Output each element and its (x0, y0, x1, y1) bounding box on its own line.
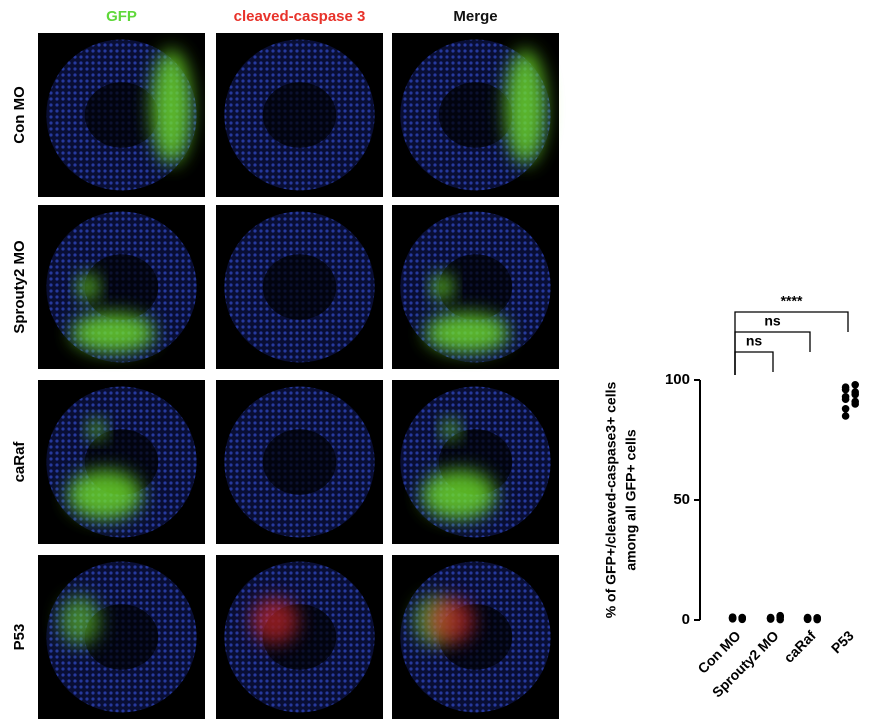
gfp-signal (59, 596, 100, 646)
x-tick-label: caRaf (780, 627, 819, 666)
gfp-signal (505, 49, 546, 165)
row-label: Sprouty2 MO (11, 240, 28, 334)
micrograph (392, 380, 559, 544)
gfp-signal (422, 470, 496, 520)
micrograph (392, 33, 559, 197)
gfp-signal (68, 470, 142, 520)
lumen (262, 254, 337, 320)
data-point (841, 405, 850, 413)
micrograph (216, 205, 383, 369)
data-point (803, 615, 812, 623)
gfp-signal (78, 273, 99, 301)
data-point (841, 412, 850, 420)
gfp-signal (88, 419, 105, 440)
micrograph (216, 555, 383, 719)
y-axis-label: among all GFP+ cells (623, 429, 639, 570)
data-point (841, 385, 850, 394)
lumen (262, 429, 337, 495)
data-point (851, 400, 859, 408)
significance-bracket (734, 311, 849, 375)
data-point (766, 614, 775, 623)
lumen (438, 82, 513, 148)
micrograph (216, 33, 383, 197)
micrograph (38, 380, 205, 544)
y-tick-label: 100 (665, 371, 690, 388)
data-point (851, 381, 859, 389)
column-header: GFP (106, 8, 137, 25)
data-point (738, 614, 746, 622)
micrograph (216, 380, 383, 544)
lumen (84, 604, 159, 670)
gfp-signal (151, 49, 192, 165)
gfp-signal (71, 313, 155, 353)
row-label: caRaf (11, 441, 28, 483)
micrograph (38, 205, 205, 369)
caspase-signal (251, 597, 298, 644)
micrograph (38, 33, 205, 197)
data-point (813, 614, 821, 622)
gfp-signal (432, 273, 453, 301)
lumen (84, 254, 159, 320)
data-point (728, 614, 737, 623)
micrograph (38, 555, 205, 719)
row-label: Con MO (11, 86, 28, 144)
significance-label: ns (746, 333, 763, 349)
significance-label: ns (764, 313, 781, 329)
lumen (84, 82, 159, 148)
lumen (438, 254, 513, 320)
row-label: P53 (11, 624, 28, 651)
data-point (851, 390, 859, 399)
y-tick-label: 0 (682, 611, 690, 628)
y-tick-label: 50 (673, 491, 690, 508)
micrograph (392, 555, 559, 719)
data-point (776, 611, 784, 620)
x-tick-label: Sprouty2 MO (709, 627, 782, 700)
lumen (262, 82, 337, 148)
column-header: cleaved-caspase 3 (234, 8, 366, 25)
significance-label: **** (781, 293, 803, 309)
gfp-signal (442, 419, 459, 440)
micrograph (392, 205, 559, 369)
column-header: Merge (453, 8, 497, 25)
data-point (841, 395, 850, 404)
y-axis-label: % of GFP+/cleaved-caspase3+ cells (603, 381, 619, 618)
x-tick-label: P53 (828, 627, 857, 656)
caspase-signal (427, 597, 474, 644)
significance-bracket (734, 351, 774, 375)
gfp-signal (425, 313, 509, 353)
